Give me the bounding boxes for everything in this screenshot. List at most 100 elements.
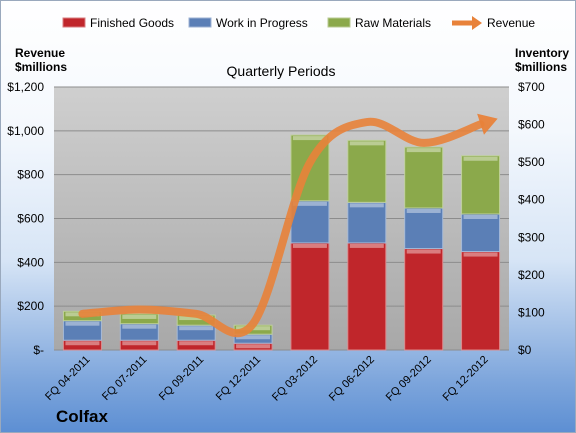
left-tick-label: $1,000 — [7, 124, 44, 138]
left-tick-label: $- — [33, 343, 44, 357]
legend-item: Work in Progress — [188, 16, 308, 30]
category-label: FQ 12-2012 — [441, 354, 491, 404]
bar-highlight — [292, 243, 327, 248]
bar-segment — [347, 201, 387, 244]
bar-work-in-progress — [176, 324, 216, 341]
category-label: FQ 03-2012 — [270, 354, 320, 404]
bar-segment — [461, 155, 501, 215]
right-tick-label: $600 — [518, 118, 545, 132]
left-tick-label: $200 — [17, 299, 44, 313]
left-axis-label-line2: $millions — [15, 60, 67, 74]
legend-item: Finished Goods — [62, 16, 174, 30]
bar-segment — [404, 248, 444, 351]
legend-label: Work in Progress — [216, 16, 308, 30]
legend: Finished Goods Work in Progress Raw Materi… — [62, 16, 535, 30]
bar-highlight — [236, 344, 271, 349]
category-labels: FQ 04-2011 FQ 07-2011 FQ 09-2011 FQ 12-2011… — [43, 354, 491, 404]
bar-finished-goods — [290, 242, 330, 351]
bar-highlight — [65, 321, 100, 326]
right-tick-label: $500 — [518, 155, 545, 169]
revenue-line-path — [78, 117, 485, 338]
bar-highlight — [349, 203, 384, 208]
bar-highlight — [236, 335, 271, 340]
bar-highlight — [179, 341, 214, 346]
bar-finished-goods — [119, 339, 159, 351]
left-axis-label-line1: Revenue — [15, 46, 65, 60]
bar-highlight — [179, 326, 214, 331]
right-tick-label: $400 — [518, 193, 545, 207]
bar-finished-goods — [176, 339, 216, 351]
category-label: FQ 07-2011 — [100, 354, 149, 403]
bar-highlight — [122, 341, 157, 346]
bar-raw-materials — [404, 146, 444, 209]
bar-work-in-progress — [347, 201, 387, 244]
bar-highlight — [122, 314, 157, 319]
category-label: FQ 06-2012 — [327, 354, 377, 404]
bar-highlight — [292, 201, 327, 206]
bar-work-in-progress — [404, 207, 444, 250]
bar-work-in-progress — [119, 323, 159, 341]
chart-subtitle: Quarterly Periods — [227, 63, 336, 79]
bar-highlight — [122, 324, 157, 329]
category-label: FQ 09-2011 — [157, 354, 206, 403]
bar-segment — [290, 242, 330, 351]
left-tick-label: $1,200 — [7, 80, 44, 94]
bar-highlight — [463, 156, 498, 161]
right-axis-ticks: $0 $100 $200 $300 $400 $500 $600 $700 — [518, 80, 545, 357]
revenue-line — [78, 113, 498, 338]
left-tick-label: $400 — [17, 255, 44, 269]
bar-highlight — [463, 252, 498, 257]
bar-finished-goods — [62, 339, 102, 351]
bar-highlight — [65, 341, 100, 346]
left-tick-label: $800 — [17, 168, 44, 182]
bar-finished-goods — [461, 251, 501, 351]
category-label: FQ 12-2011 — [214, 354, 263, 403]
right-axis-label-line2: $millions — [515, 60, 567, 74]
right-tick-label: $200 — [518, 268, 545, 282]
bar-raw-materials — [347, 139, 387, 203]
bar-finished-goods — [347, 242, 387, 351]
bar-highlight — [349, 141, 384, 146]
legend-label: Revenue — [487, 16, 535, 30]
company-name: Colfax — [56, 407, 109, 426]
legend-swatch — [188, 17, 212, 28]
bar-raw-materials — [119, 313, 159, 325]
bar-highlight — [349, 243, 384, 248]
left-tick-label: $600 — [17, 212, 44, 226]
legend-label: Raw Materials — [355, 16, 431, 30]
bar-highlight — [292, 136, 327, 141]
bar-highlight — [463, 214, 498, 219]
bar-segment — [461, 251, 501, 351]
legend-item: Raw Materials — [327, 16, 431, 30]
bar-highlight — [179, 316, 214, 321]
revenue-arrowhead — [477, 113, 498, 135]
legend-item: Revenue — [452, 16, 535, 30]
right-tick-label: $100 — [518, 305, 545, 319]
bar-segment — [461, 213, 501, 253]
legend-swatch — [62, 17, 86, 28]
bar-highlight — [406, 249, 441, 254]
bar-segment — [404, 146, 444, 209]
legend-label: Finished Goods — [90, 16, 174, 30]
legend-swatch — [327, 17, 351, 28]
right-tick-label: $300 — [518, 230, 545, 244]
bar-raw-materials — [461, 155, 501, 215]
right-tick-label: $0 — [518, 343, 532, 357]
bar-work-in-progress — [461, 213, 501, 253]
bar-highlight — [406, 148, 441, 153]
bar-finished-goods — [404, 248, 444, 351]
legend-arrowhead — [472, 16, 482, 30]
bar-finished-goods — [233, 342, 273, 351]
bar-segment — [404, 207, 444, 250]
bar-segment — [347, 139, 387, 203]
bar-work-in-progress — [62, 320, 102, 341]
bar-segment — [347, 242, 387, 351]
right-axis-label-line1: Inventory — [515, 46, 569, 60]
left-axis-ticks: $- $200 $400 $600 $800 $1,000 $1,200 — [7, 80, 44, 357]
right-tick-label: $700 — [518, 80, 545, 94]
category-label: FQ 09-2012 — [384, 354, 434, 404]
category-label: FQ 04-2011 — [43, 354, 92, 403]
bar-highlight — [406, 208, 441, 213]
